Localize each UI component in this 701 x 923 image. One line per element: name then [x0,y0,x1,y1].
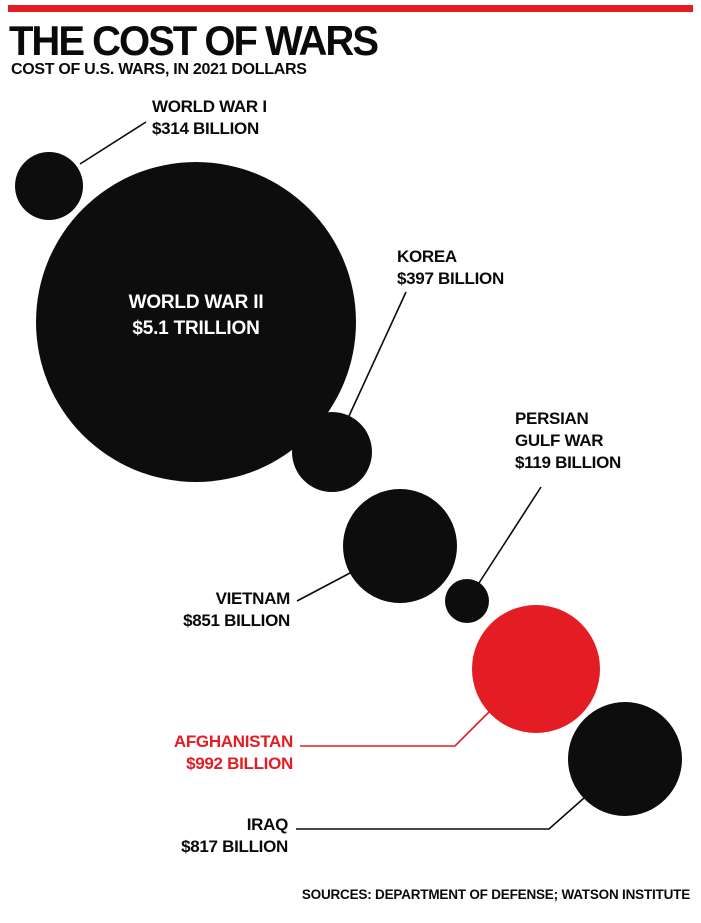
label-world-war-1-name: WORLD WAR I [152,97,267,116]
label-afghanistan-name: AFGHANISTAN [173,732,293,751]
leader-line-afghanistan [300,711,490,747]
label-iraq-amount: $817 BILLION [181,837,288,856]
bubble-korea [292,412,372,492]
top-accent-bar [8,5,693,12]
label-persian-gulf-amount: $119 BILLION [515,453,621,472]
label-korea-name: KOREA [397,247,457,266]
label-korea: KOREA $397 BILLION [397,246,504,290]
label-iraq: IRAQ $817 BILLION [181,814,288,858]
label-world-war-1-amount: $314 BILLION [152,119,259,138]
bubble-afghanistan [472,605,600,733]
leader-line-iraq [296,797,585,830]
leader-line-vietnam [296,572,351,602]
label-vietnam-amount: $851 BILLION [183,611,290,630]
label-vietnam: VIETNAM $851 BILLION [183,588,290,632]
ww2-amount: $5.1 TRILLION [132,318,260,339]
label-afghanistan-amount: $992 BILLION [186,754,293,773]
label-world-war-1: WORLD WAR I $314 BILLION [152,96,267,140]
source-note: SOURCES: DEPARTMENT OF DEFENSE; WATSON I… [301,887,690,902]
label-persian-gulf-line2: GULF WAR [515,431,604,450]
leader-line-persian-gulf [478,486,542,584]
bubble-persian-gulf-war [445,579,489,623]
bubble-vietnam [343,489,457,603]
bubble-world-war-2-label: WORLD WAR II $5.1 TRILLION [129,290,264,342]
ww2-name: WORLD WAR II [128,292,264,313]
leader-line-korea [348,291,407,417]
label-korea-amount: $397 BILLION [397,269,504,288]
label-afghanistan: AFGHANISTAN $992 BILLION [174,731,293,775]
label-persian-gulf-war: PERSIAN GULF WAR $119 BILLION [515,408,621,474]
label-iraq-name: IRAQ [246,815,289,834]
chart-title: THE COST OF WARS [9,18,379,65]
leader-line-world-war-1 [79,121,147,165]
chart-subtitle: COST OF U.S. WARS, IN 2021 DOLLARS [11,61,307,78]
bubble-world-war-1 [15,152,83,220]
label-persian-gulf-line1: PERSIAN [515,409,589,428]
bubble-iraq [568,702,682,816]
label-vietnam-name: VIETNAM [215,589,291,608]
